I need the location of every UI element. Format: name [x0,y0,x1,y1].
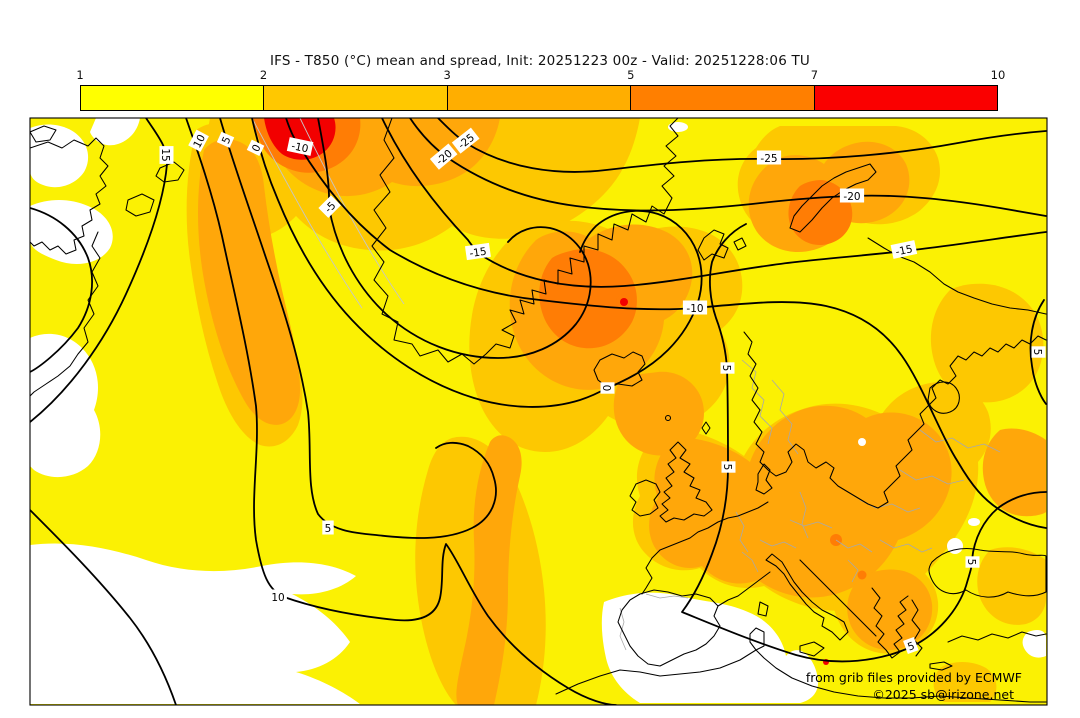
svg-text:-15: -15 [895,243,914,258]
contour-label: -10 [286,137,314,156]
svg-text:-15: -15 [469,246,488,260]
svg-text:-10: -10 [290,140,309,155]
contour-label: 5 [216,131,235,148]
svg-text:5: 5 [906,640,916,654]
svg-text:10: 10 [271,592,284,604]
coastlines [30,118,1047,703]
svg-text:-20: -20 [843,191,860,203]
colorbar-segment [264,86,448,110]
contour-label: 5 [721,461,736,473]
svg-text:5: 5 [1031,349,1043,356]
contour-label: -25 [756,150,782,165]
colorbar-segment [631,86,815,110]
svg-text:5: 5 [325,523,332,535]
contour-label: 10 [269,589,287,604]
svg-text:0: 0 [250,143,264,154]
svg-text:-25: -25 [760,153,777,165]
contour-label: 0 [246,139,265,156]
svg-text:15: 15 [159,148,171,161]
colorbar-segment [81,86,265,110]
colorbar-tick: 3 [443,68,451,82]
contour-label: -15 [464,242,491,261]
contour-label: 0 [600,382,615,394]
contour-label: -20 [839,188,865,203]
contour-label: 5 [322,520,334,535]
svg-text:5: 5 [720,365,732,372]
svg-text:5: 5 [220,135,234,146]
colorbar-tick: 1 [76,68,84,82]
colorbar-segment [447,86,632,110]
colorbar-tick: 7 [810,68,819,82]
colorbar [80,85,998,111]
attribution-ecmwf: from grib files provided by ECMWF [806,670,1022,685]
contour-label: 15 [159,146,174,164]
svg-text:5: 5 [721,464,733,471]
contour-label: -10 [682,300,708,315]
contour-label: 5 [1031,346,1046,358]
svg-text:5: 5 [965,559,977,566]
attribution-copyright: ©2025 sb@irizone.net [872,687,1014,702]
svg-text:0: 0 [600,385,612,392]
colorbar-tick: 2 [259,68,268,82]
contour-label: 10 [188,129,209,152]
colorbar-tick: 10 [990,68,1006,82]
colorbar-segment [814,86,998,110]
contour-label: 5 [965,556,980,568]
svg-text:10: 10 [191,133,208,150]
page-title: IFS - T850 (°C) mean and spread, Init: 2… [269,53,811,69]
contour-label: 5 [720,362,735,374]
map-border [29,117,1048,706]
contour-label: -5 [318,195,341,218]
colorbar-tick: 5 [627,68,635,82]
contour-label: -15 [890,240,918,259]
contour-label: 5 [903,637,919,655]
svg-text:-10: -10 [686,303,703,315]
spread-fill-lt1 [30,118,1046,704]
